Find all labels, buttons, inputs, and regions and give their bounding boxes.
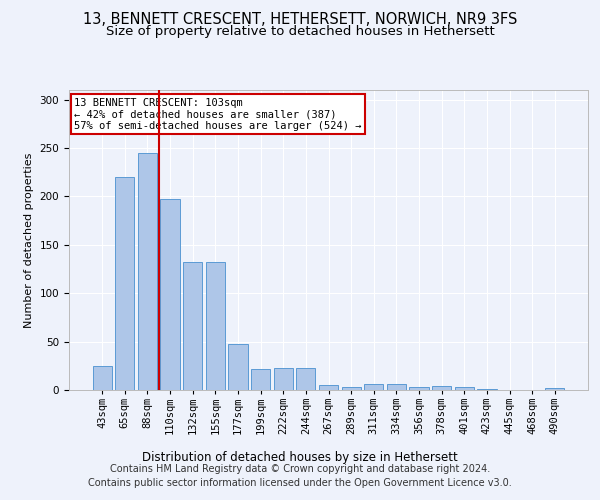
Text: 13, BENNETT CRESCENT, HETHERSETT, NORWICH, NR9 3FS: 13, BENNETT CRESCENT, HETHERSETT, NORWIC…	[83, 12, 517, 28]
Y-axis label: Number of detached properties: Number of detached properties	[24, 152, 34, 328]
Bar	[477, 389, 497, 390]
Bar	[296, 368, 316, 390]
Bar	[432, 386, 451, 390]
Text: Size of property relative to detached houses in Hethersett: Size of property relative to detached ho…	[106, 25, 494, 38]
Bar	[274, 368, 293, 390]
Bar	[341, 387, 361, 390]
Bar	[409, 387, 428, 390]
Bar	[183, 262, 202, 390]
Text: 13 BENNETT CRESCENT: 103sqm
← 42% of detached houses are smaller (387)
57% of se: 13 BENNETT CRESCENT: 103sqm ← 42% of det…	[74, 98, 362, 130]
Text: Distribution of detached houses by size in Hethersett: Distribution of detached houses by size …	[142, 451, 458, 464]
Bar	[387, 384, 406, 390]
Bar	[160, 200, 180, 390]
Bar	[545, 388, 565, 390]
Bar	[455, 387, 474, 390]
Text: Contains HM Land Registry data © Crown copyright and database right 2024.
Contai: Contains HM Land Registry data © Crown c…	[88, 464, 512, 487]
Bar	[229, 344, 248, 390]
Bar	[92, 366, 112, 390]
Bar	[364, 384, 383, 390]
Bar	[206, 262, 225, 390]
Bar	[319, 385, 338, 390]
Bar	[251, 368, 270, 390]
Bar	[115, 177, 134, 390]
Bar	[138, 153, 157, 390]
